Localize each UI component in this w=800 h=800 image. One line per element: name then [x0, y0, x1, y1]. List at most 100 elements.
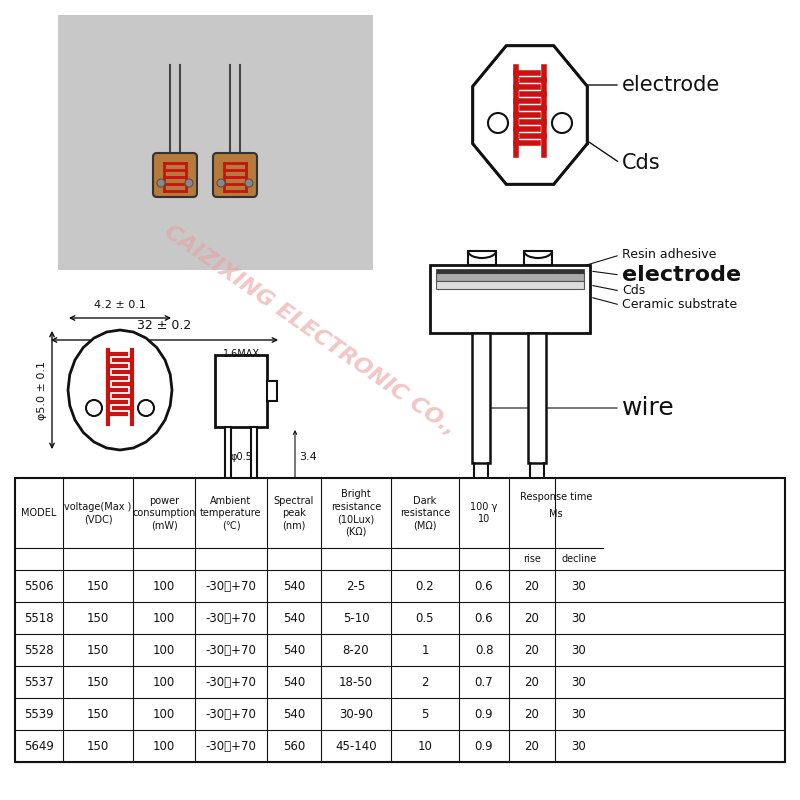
Text: 150: 150	[87, 707, 109, 721]
Text: CAIZIXING ELECTRONIC CO.,: CAIZIXING ELECTRONIC CO.,	[161, 221, 459, 439]
Text: 20: 20	[525, 707, 539, 721]
Text: -30～+70: -30～+70	[206, 707, 257, 721]
Text: 5: 5	[422, 707, 429, 721]
Text: 540: 540	[283, 611, 305, 625]
Text: Spectral
peak
(nm): Spectral peak (nm)	[274, 495, 314, 530]
Bar	[225, 427, 231, 487]
Circle shape	[488, 113, 508, 133]
Text: 5518: 5518	[24, 611, 54, 625]
Bar	[528, 333, 546, 463]
Text: 5528: 5528	[24, 643, 54, 657]
Text: 4.2 ± 0.1: 4.2 ± 0.1	[94, 300, 146, 310]
Text: φ5.0 ± 0.1: φ5.0 ± 0.1	[37, 361, 47, 419]
Polygon shape	[68, 330, 172, 450]
Text: rise: rise	[523, 554, 541, 564]
Text: 0.6: 0.6	[474, 611, 494, 625]
Polygon shape	[473, 46, 587, 184]
Circle shape	[157, 179, 165, 187]
Bar	[15, 478, 785, 762]
Circle shape	[185, 179, 193, 187]
Text: MODEL: MODEL	[22, 508, 57, 518]
Text: wire: wire	[622, 396, 674, 420]
Text: electrode: electrode	[622, 75, 720, 95]
Text: 2: 2	[422, 675, 429, 689]
Text: 20: 20	[525, 611, 539, 625]
Text: voltage(Max )
(VDC): voltage(Max ) (VDC)	[64, 502, 132, 524]
Text: 45-140: 45-140	[335, 739, 377, 753]
Text: 30: 30	[572, 675, 586, 689]
Text: 18-50: 18-50	[339, 675, 373, 689]
Text: 5649: 5649	[24, 739, 54, 753]
Bar	[524, 251, 552, 265]
Text: 100: 100	[153, 675, 175, 689]
Text: 150: 150	[87, 579, 109, 593]
Text: 20: 20	[525, 579, 539, 593]
Bar	[436, 281, 584, 289]
Text: Dark
resistance
(MΩ): Dark resistance (MΩ)	[400, 495, 450, 530]
Bar	[436, 273, 584, 281]
Bar	[430, 265, 590, 333]
Text: 8-20: 8-20	[342, 643, 370, 657]
Text: 5-10: 5-10	[342, 611, 370, 625]
Text: Cds: Cds	[622, 285, 646, 298]
Text: 100: 100	[153, 579, 175, 593]
Circle shape	[86, 400, 102, 416]
Circle shape	[217, 179, 225, 187]
Text: 150: 150	[87, 675, 109, 689]
Text: -30～+70: -30～+70	[206, 739, 257, 753]
Text: 560: 560	[283, 739, 305, 753]
Bar	[472, 333, 490, 463]
Bar	[58, 15, 373, 270]
Text: 10: 10	[418, 739, 433, 753]
Text: Ceramic substrate: Ceramic substrate	[622, 298, 737, 311]
Text: Ms: Ms	[549, 509, 563, 519]
Text: 30: 30	[572, 579, 586, 593]
Circle shape	[138, 400, 154, 416]
Text: 150: 150	[87, 643, 109, 657]
Text: 5506: 5506	[24, 579, 54, 593]
Text: 540: 540	[283, 579, 305, 593]
Text: 100: 100	[153, 611, 175, 625]
Text: power
consumption
(mW): power consumption (mW)	[132, 495, 196, 530]
Text: 100: 100	[153, 643, 175, 657]
Text: 5537: 5537	[24, 675, 54, 689]
Text: 20: 20	[525, 675, 539, 689]
Text: 100: 100	[153, 739, 175, 753]
Circle shape	[552, 113, 572, 133]
Bar	[436, 269, 584, 273]
Text: -30～+70: -30～+70	[206, 643, 257, 657]
Circle shape	[245, 179, 253, 187]
Text: 0.2: 0.2	[416, 579, 434, 593]
Text: -30～+70: -30～+70	[206, 611, 257, 625]
Text: 0.7: 0.7	[474, 675, 494, 689]
Text: 540: 540	[283, 675, 305, 689]
Bar	[468, 251, 496, 265]
Text: Cds: Cds	[622, 153, 661, 173]
Text: Bright
resistance
(10Lux)
(KΩ): Bright resistance (10Lux) (KΩ)	[331, 490, 381, 537]
Text: 540: 540	[283, 643, 305, 657]
Text: 30: 30	[572, 739, 586, 753]
Text: 30: 30	[572, 611, 586, 625]
Text: 0.9: 0.9	[474, 707, 494, 721]
Text: decline: decline	[562, 554, 597, 564]
Text: 30: 30	[572, 707, 586, 721]
FancyBboxPatch shape	[153, 153, 197, 197]
Text: φ0.5: φ0.5	[230, 452, 252, 462]
Text: 1: 1	[422, 643, 429, 657]
Text: 0.9: 0.9	[474, 739, 494, 753]
Text: 20: 20	[525, 739, 539, 753]
Text: 100: 100	[153, 707, 175, 721]
Text: 0.5: 0.5	[416, 611, 434, 625]
Text: Ambient
temperature
(℃): Ambient temperature (℃)	[200, 495, 262, 530]
FancyBboxPatch shape	[213, 153, 257, 197]
Text: 3.4: 3.4	[299, 452, 317, 462]
Text: 2-5: 2-5	[346, 579, 366, 593]
Bar	[215, 355, 267, 427]
Text: 30-90: 30-90	[339, 707, 373, 721]
Text: 150: 150	[87, 611, 109, 625]
Text: -30～+70: -30～+70	[206, 579, 257, 593]
Bar	[251, 427, 257, 487]
Text: 540: 540	[283, 707, 305, 721]
Text: 0.6: 0.6	[474, 579, 494, 593]
Text: 30: 30	[572, 643, 586, 657]
